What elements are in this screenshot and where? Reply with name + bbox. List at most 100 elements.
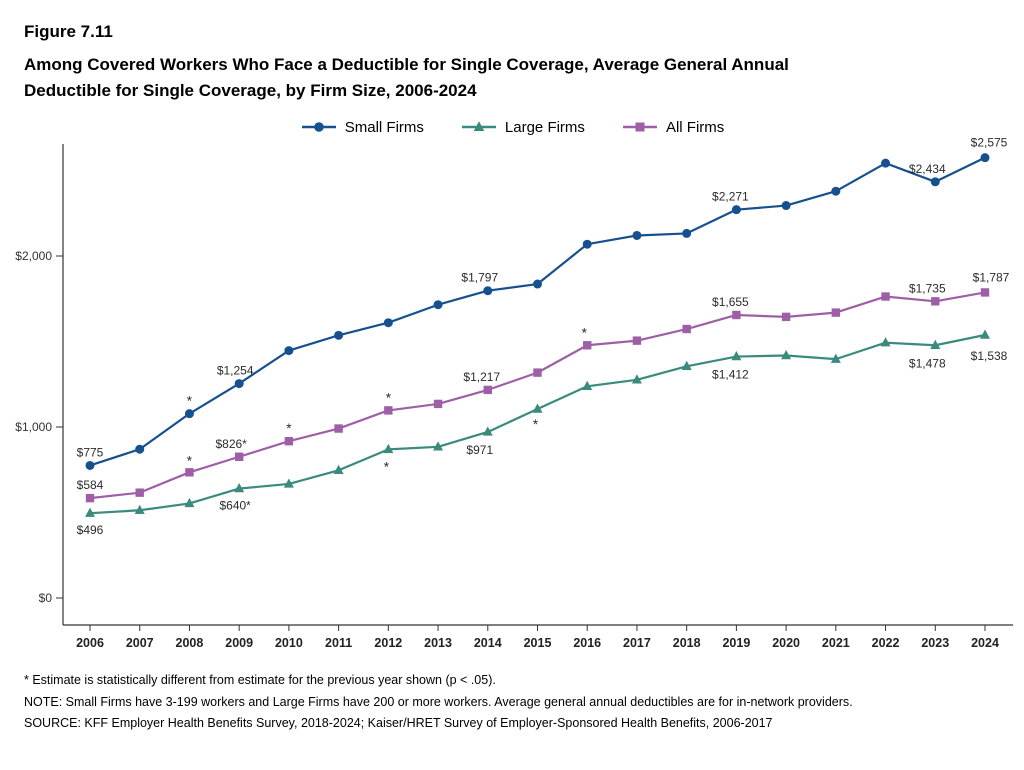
data-point-circle [483,285,493,295]
data-point-circle [334,330,344,340]
chart-footnotes: * Estimate is statistically different fr… [24,670,1000,736]
data-point-square [85,493,95,503]
point-value-label: $1,797 [461,270,498,284]
data-point-circle [682,228,692,238]
axes: $0 $1,000 $2,000 2006 2007 2008 2009 2010 2011 20… [15,143,1013,650]
chart-canvas: $0 $1,000 $2,000 2006 2007 2008 2009 2010 2011 20… [15,138,1013,650]
deductible-line-chart: $0 $1,000 $2,000 2006 2007 2008 2009 2010 2011 20… [0,138,1024,660]
legend-item-large-firms: Large Firms [460,119,585,136]
data-point-square [635,122,645,132]
legend-triangle-marker-icon [461,121,496,132]
y-tick-label: $0 [39,591,53,605]
significance-asterisk: * [384,459,390,474]
data-point-triangle [184,497,195,507]
point-value-label: $1,787 [973,270,1010,284]
x-tick-label: 2020 [772,636,800,650]
data-point-triangle [880,336,891,347]
data-point-square [284,436,294,446]
data-point-triangle [532,403,543,413]
point-value-label: $1,538 [971,349,1008,363]
data-point-circle [731,204,741,214]
x-tick-label: 2011 [325,636,352,650]
data-point-circle [135,444,145,454]
x-tick-label: 2024 [971,636,999,650]
significance-asterisk: * [286,421,292,436]
significance-asterisk: * [386,390,392,405]
data-point-triangle [980,329,990,339]
figure-title-line-2: Deductible for Single Coverage, by Firm … [24,81,477,101]
significance-asterisk: * [533,417,539,432]
x-tick-label: 2022 [872,636,900,650]
data-point-circle [533,279,542,289]
data-point-circle [383,317,393,327]
data-point-circle [831,186,841,196]
data-point-circle [184,408,194,418]
series-line [89,291,986,499]
x-tick-label: 2006 [76,636,104,650]
x-tick-label: 2017 [623,636,651,650]
legend-square-marker-icon [622,122,657,132]
data-point-circle [930,176,940,186]
data-point-triangle [731,350,742,360]
data-point-square [533,368,542,377]
x-tick-label: 2014 [474,636,502,650]
point-value-label: $496 [77,523,104,537]
data-point-triangle [930,339,941,349]
data-point-circle [980,152,990,162]
data-point-square [234,452,244,461]
data-point-square [931,296,940,306]
point-value-label: $1,655 [712,295,749,309]
x-tick-label: 2016 [573,636,601,650]
x-tick-label: 2021 [822,636,850,650]
data-point-triangle [433,441,444,451]
x-tick-label: 2023 [921,636,949,650]
point-value-label: $1,254 [217,363,254,377]
data-point-circle [85,460,95,470]
data-point-square [732,310,741,319]
x-tick-label: 2018 [673,636,701,650]
y-tick-label: $2,000 [15,249,52,263]
data-point-circle [234,378,244,388]
data-point-triangle [283,478,294,488]
data-point-circle [582,239,592,249]
legend-item-small-firms: Small Firms [300,119,424,136]
point-value-label: $826* [215,436,247,450]
point-value-label: $1,217 [463,370,500,384]
data-point-square [831,308,841,317]
x-tick-label: 2015 [524,636,552,650]
data-point-triangle [473,121,485,132]
data-point-square [583,340,592,350]
data-point-triangle [234,482,245,492]
significance-asterisk: * [187,453,193,468]
data-point-triangle [134,504,145,514]
data-point-circle [284,345,294,355]
data-point-square [632,336,642,345]
data-point-square [135,488,144,497]
x-tick-label: 2013 [424,636,452,650]
legend-label: All Firms [665,118,725,136]
data-point-square [384,405,393,415]
data-point-triangle [333,464,344,474]
data-point-triangle [631,373,642,384]
data-point-circle [313,122,324,132]
data-point-circle [781,200,791,210]
data-point-triangle [681,360,692,370]
figure-page: Figure 7.11 Among Covered Workers Who Fa… [0,22,1024,736]
data-point-triangle [482,426,493,436]
legend-label: Large Firms [504,118,585,136]
data-point-triangle [85,507,95,517]
figure-number: Figure 7.11 [24,22,113,41]
point-value-label: $775 [77,445,104,459]
x-tick-label: 2010 [275,636,303,650]
series-all-firms [85,287,990,503]
x-tick-label: 2007 [126,636,154,650]
point-labels: $775 $584 $496 * * $1,254 $826* $640* * * * $1,797 $… [77,138,1010,537]
data-point-square [980,287,990,297]
data-point-square [781,312,791,321]
significance-asterisk: * [582,325,588,340]
data-point-square [682,324,691,333]
data-point-triangle [781,349,792,359]
data-point-triangle [830,353,841,363]
data-point-square [334,424,343,433]
x-tick-label: 2009 [225,636,253,650]
